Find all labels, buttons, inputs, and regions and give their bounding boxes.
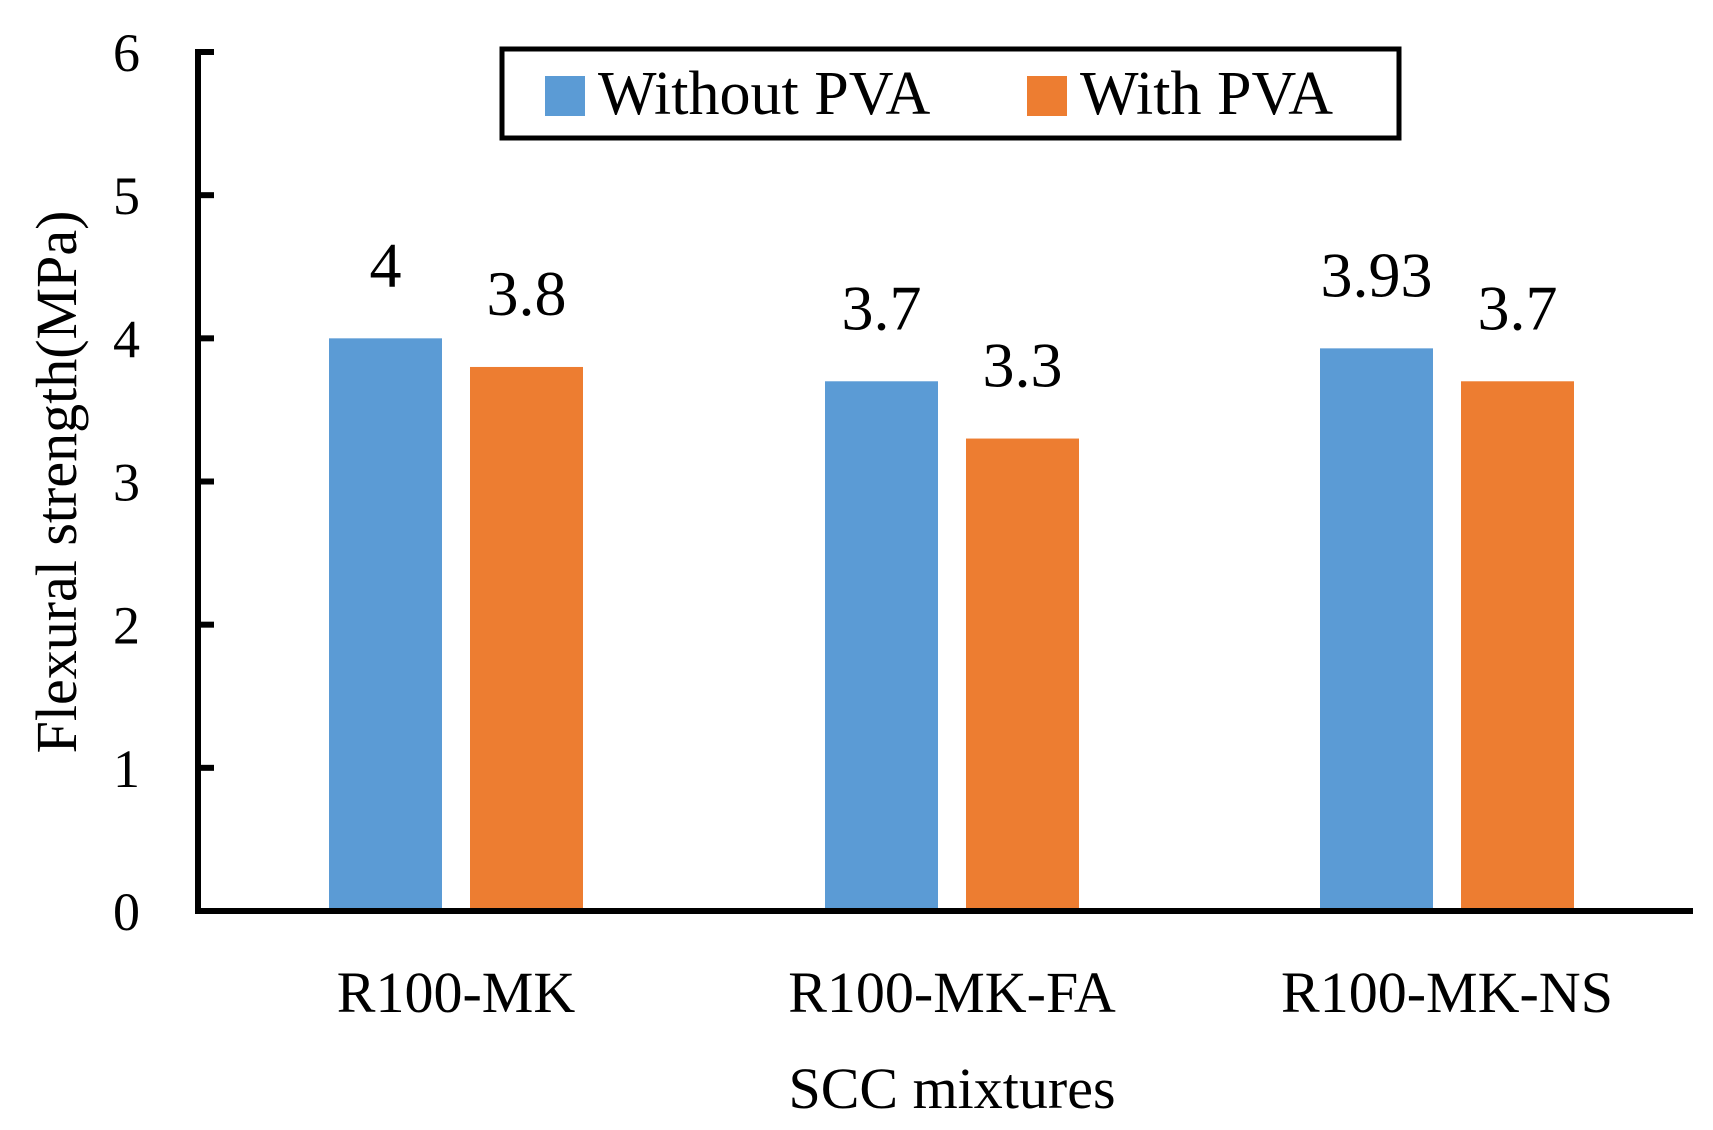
- bar-r100-mk-ns-with-pva: [1461, 381, 1574, 908]
- data-label-r100-mk-fa-without-pva: 3.7: [842, 272, 922, 343]
- legend-box: [499, 46, 1402, 141]
- x-category-label-r100-mk-ns: R100-MK-NS: [1281, 960, 1613, 1025]
- bar-r100-mk-without-pva: [329, 338, 442, 908]
- x-axis-category-labels: R100-MK R100-MK-FA R100-MK-NS: [337, 960, 1613, 1025]
- data-label-r100-mk-fa-with-pva: 3.3: [983, 330, 1063, 401]
- legend: Without PVA With PVA: [499, 46, 1402, 141]
- legend-swatch-with-pva: [1027, 76, 1067, 116]
- y-tick-label-3: 3: [113, 453, 140, 513]
- bars: [329, 338, 1574, 909]
- y-tick-label-4: 4: [113, 309, 140, 369]
- x-axis-title: SCC mixtures: [788, 1056, 1115, 1121]
- data-label-r100-mk-ns-without-pva: 3.93: [1321, 239, 1433, 310]
- bar-r100-mk-with-pva: [470, 366, 583, 908]
- y-tick-label-6: 6: [113, 23, 140, 83]
- y-axis-ticks: 0 1 2 3 4 5 6: [113, 23, 214, 942]
- legend-label-without-pva: Without PVA: [598, 60, 930, 128]
- legend-label-with-pva: With PVA: [1080, 60, 1333, 128]
- x-category-label-r100-mk-fa: R100-MK-FA: [788, 960, 1116, 1025]
- y-tick-label-0: 0: [113, 882, 140, 942]
- x-category-label-r100-mk: R100-MK: [337, 960, 576, 1025]
- data-label-r100-mk-without-pva: 4: [370, 229, 402, 300]
- y-axis-title: Flexural strength(MPa): [24, 211, 89, 754]
- bar-r100-mk-fa-with-pva: [966, 438, 1079, 908]
- y-tick-label-2: 2: [113, 596, 140, 656]
- data-labels: 4 3.8 3.7 3.3 3.93 3.7: [370, 229, 1558, 400]
- legend-swatch-without-pva: [545, 76, 585, 116]
- bar-r100-mk-ns-without-pva: [1320, 348, 1433, 909]
- data-label-r100-mk-with-pva: 3.8: [487, 258, 567, 329]
- y-tick-label-5: 5: [113, 166, 140, 226]
- bar-r100-mk-fa-without-pva: [825, 381, 938, 908]
- y-tick-label-1: 1: [113, 739, 140, 799]
- data-label-r100-mk-ns-with-pva: 3.7: [1478, 272, 1558, 343]
